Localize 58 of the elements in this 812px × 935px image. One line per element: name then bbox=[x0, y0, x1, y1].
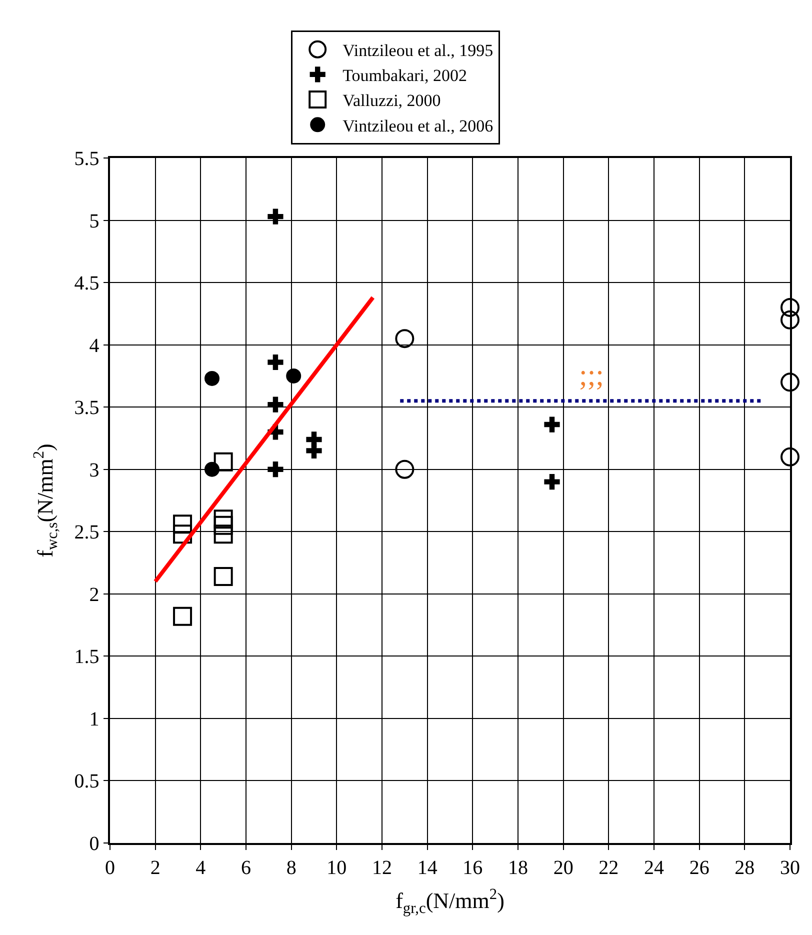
x-tick-label: 10 bbox=[326, 856, 347, 879]
y-tick-label: 3 bbox=[89, 459, 100, 482]
x-tick-label: 30 bbox=[780, 856, 800, 879]
point bbox=[173, 524, 192, 544]
point bbox=[214, 566, 233, 586]
point bbox=[268, 208, 284, 224]
point bbox=[780, 310, 800, 330]
y-tick-label: 0 bbox=[89, 833, 100, 855]
x-tick-label: 24 bbox=[644, 856, 664, 879]
point bbox=[306, 442, 322, 458]
legend-label: Vintzileou et al., 2006 bbox=[342, 116, 494, 136]
y-tick-label: 3.5 bbox=[74, 397, 100, 420]
x-tick-label: 6 bbox=[241, 856, 251, 879]
x-tick-label: 16 bbox=[462, 856, 483, 879]
y-tick-label: 4 bbox=[89, 334, 100, 357]
y-tick-label: 4.5 bbox=[74, 272, 100, 295]
y-tick-label: 2.5 bbox=[74, 522, 100, 544]
x-tick-label: 26 bbox=[689, 856, 710, 879]
y-tick-label: 1.5 bbox=[74, 646, 100, 668]
y-tick-label: 5 bbox=[89, 210, 100, 232]
y-tick-label: 5.5 bbox=[74, 148, 100, 170]
point bbox=[214, 516, 233, 535]
annotation: ;;; bbox=[579, 359, 604, 392]
x-tick-label: 0 bbox=[105, 856, 115, 879]
point bbox=[544, 474, 560, 490]
point bbox=[268, 396, 284, 412]
x-tick-label: 20 bbox=[553, 856, 574, 879]
y-tick-label: 2 bbox=[89, 584, 100, 606]
point bbox=[204, 462, 220, 477]
x-tick-label: 4 bbox=[196, 856, 206, 879]
point bbox=[268, 354, 284, 370]
point bbox=[286, 368, 302, 384]
x-tick-label: 12 bbox=[372, 856, 392, 879]
y-tick-label: 1 bbox=[89, 708, 100, 730]
point bbox=[395, 460, 414, 479]
legend-label: Vintzileou et al., 1995 bbox=[342, 40, 494, 60]
point bbox=[214, 452, 233, 472]
point bbox=[173, 514, 192, 534]
x-tick-label: 22 bbox=[598, 856, 619, 879]
point bbox=[214, 524, 233, 544]
point bbox=[780, 298, 800, 317]
legend-label: Valluzzi, 2000 bbox=[342, 91, 441, 110]
point bbox=[268, 462, 284, 478]
legend-label: Toumbakari, 2002 bbox=[342, 66, 468, 86]
point bbox=[204, 370, 220, 386]
x-tick-label: 8 bbox=[286, 856, 296, 879]
point bbox=[780, 447, 800, 466]
x-axis-title: f$_{gr,c}$(N/mm$^{2}$) bbox=[396, 886, 504, 917]
x-tick-label: 2 bbox=[150, 856, 160, 879]
point bbox=[395, 329, 414, 348]
point bbox=[780, 372, 800, 392]
x-tick-label: 28 bbox=[734, 856, 755, 879]
point bbox=[173, 606, 192, 626]
y-tick-label: 0.5 bbox=[74, 770, 100, 793]
point bbox=[214, 510, 233, 529]
x-tick-label: 18 bbox=[508, 856, 528, 879]
point bbox=[544, 416, 560, 432]
x-tick-label: 14 bbox=[417, 856, 438, 879]
